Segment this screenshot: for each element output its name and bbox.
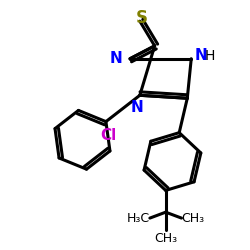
Text: S: S [136,9,148,27]
Text: Cl: Cl [100,128,116,143]
Text: H: H [205,49,216,63]
Text: CH₃: CH₃ [182,212,205,224]
Text: N: N [194,48,207,63]
Text: N: N [109,51,122,66]
Text: N: N [130,100,143,115]
Text: H₃C: H₃C [127,212,150,224]
Text: CH₃: CH₃ [154,232,177,245]
